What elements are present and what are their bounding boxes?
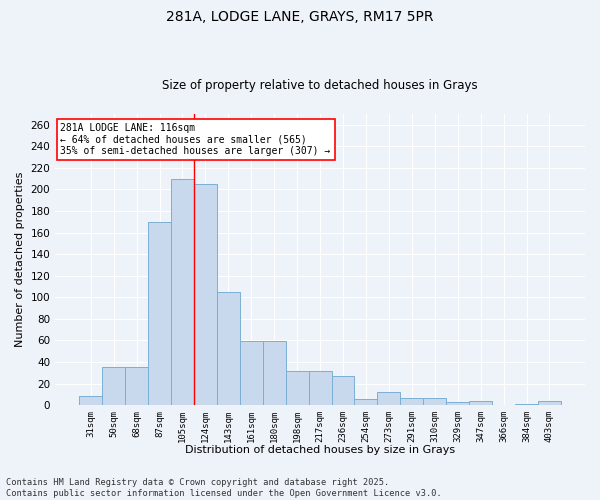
Text: 281A, LODGE LANE, GRAYS, RM17 5PR: 281A, LODGE LANE, GRAYS, RM17 5PR [166,10,434,24]
Title: Size of property relative to detached houses in Grays: Size of property relative to detached ho… [162,79,478,92]
Bar [469,401,492,405]
Bar [171,178,194,405]
Bar [240,342,263,405]
Bar [286,370,308,405]
Bar [308,370,332,405]
X-axis label: Distribution of detached houses by size in Grays: Distribution of detached houses by size … [185,445,455,455]
Bar [125,368,148,405]
Bar [217,292,240,405]
Bar [194,184,217,405]
Bar [148,222,171,405]
Bar [377,392,400,405]
Bar [538,401,561,405]
Bar [446,402,469,405]
Bar [102,368,125,405]
Text: 281A LODGE LANE: 116sqm
← 64% of detached houses are smaller (565)
35% of semi-d: 281A LODGE LANE: 116sqm ← 64% of detache… [61,122,331,156]
Bar [355,398,377,405]
Bar [400,398,423,405]
Y-axis label: Number of detached properties: Number of detached properties [15,172,25,347]
Text: Contains HM Land Registry data © Crown copyright and database right 2025.
Contai: Contains HM Land Registry data © Crown c… [6,478,442,498]
Bar [79,396,102,405]
Bar [423,398,446,405]
Bar [332,376,355,405]
Bar [515,404,538,405]
Bar [263,342,286,405]
